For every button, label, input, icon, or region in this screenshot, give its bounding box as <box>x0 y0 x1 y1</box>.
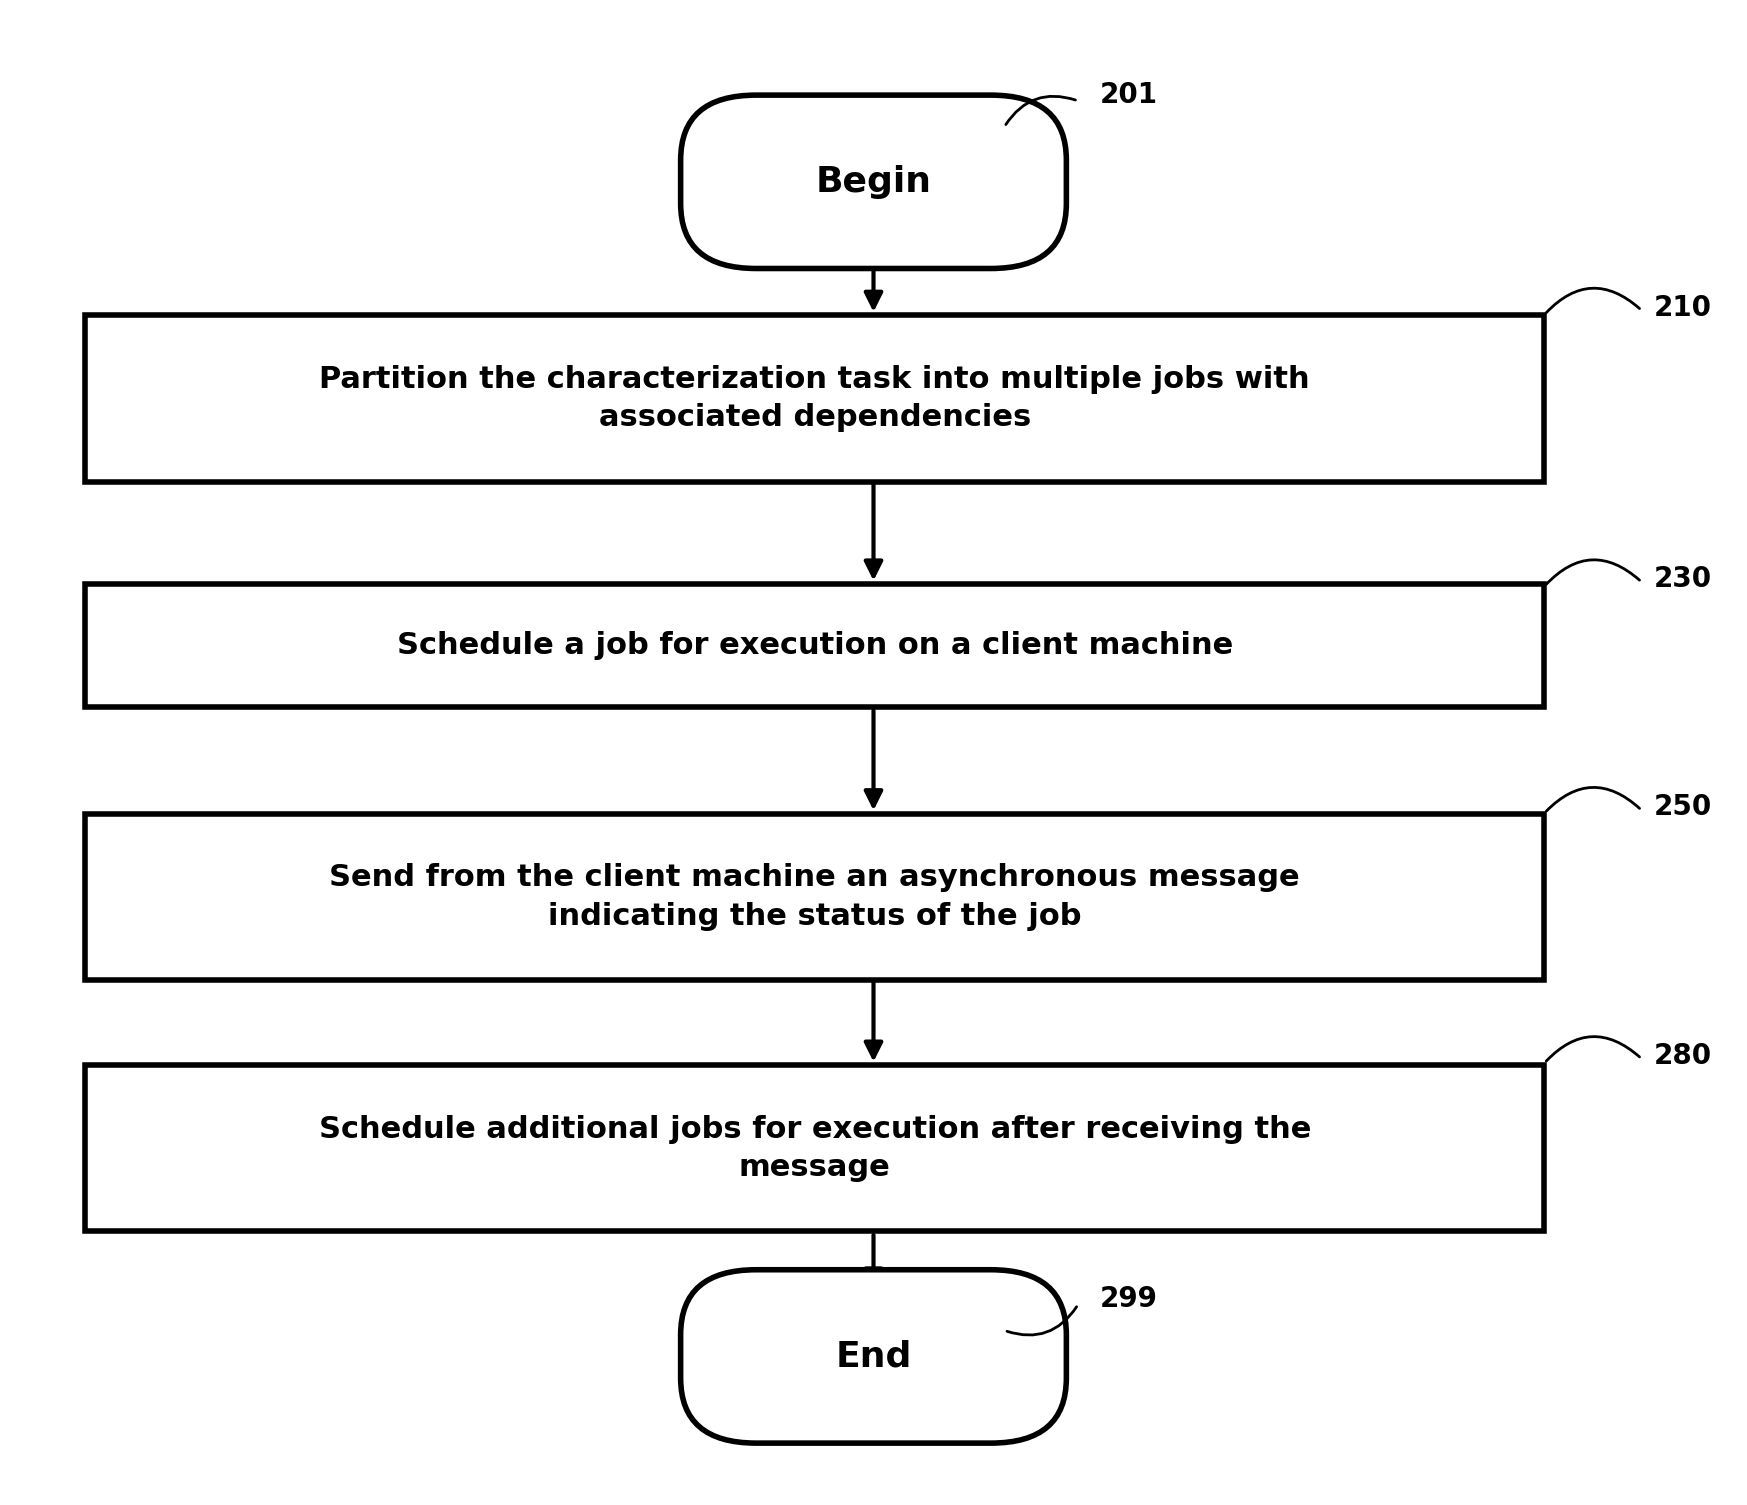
Text: Schedule a job for execution on a client machine: Schedule a job for execution on a client… <box>397 631 1233 661</box>
Text: Begin: Begin <box>816 166 931 199</box>
FancyBboxPatch shape <box>86 1066 1544 1231</box>
Text: 230: 230 <box>1653 564 1712 593</box>
Text: 201: 201 <box>1101 81 1158 110</box>
Text: Send from the client machine an asynchronous message
indicating the status of th: Send from the client machine an asynchro… <box>330 864 1300 930</box>
FancyBboxPatch shape <box>86 584 1544 707</box>
Text: 210: 210 <box>1653 293 1712 322</box>
Text: Partition the characterization task into multiple jobs with
associated dependenc: Partition the characterization task into… <box>320 364 1310 432</box>
Text: 299: 299 <box>1101 1285 1158 1312</box>
FancyBboxPatch shape <box>86 814 1544 980</box>
Text: End: End <box>835 1339 912 1374</box>
FancyBboxPatch shape <box>681 1270 1066 1443</box>
FancyBboxPatch shape <box>681 95 1066 268</box>
Text: 250: 250 <box>1653 793 1712 822</box>
Text: Schedule additional jobs for execution after receiving the
message: Schedule additional jobs for execution a… <box>318 1115 1310 1181</box>
FancyBboxPatch shape <box>86 316 1544 482</box>
Text: 280: 280 <box>1653 1041 1712 1070</box>
